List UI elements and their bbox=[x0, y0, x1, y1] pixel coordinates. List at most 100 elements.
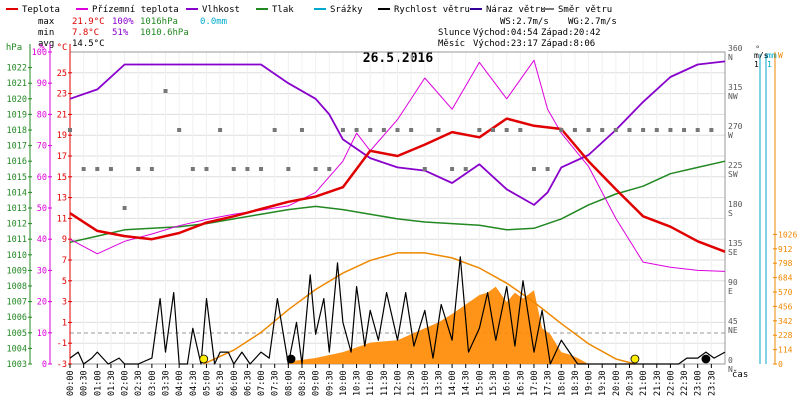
wind-direction-point bbox=[313, 167, 318, 171]
x-tick-label: 20:00 bbox=[612, 370, 622, 396]
pressure-line bbox=[69, 160, 726, 244]
wind-direction-point bbox=[108, 167, 113, 171]
x-tick-label: 13:30 bbox=[434, 370, 444, 396]
stats-avg-temp: 14.5°C bbox=[72, 39, 105, 49]
wind-direction-point bbox=[531, 167, 536, 171]
direction-tick-label: 135 bbox=[728, 239, 743, 248]
sun-moon-marker bbox=[199, 354, 209, 364]
celsius-axis-tick-label: -1 bbox=[57, 339, 67, 349]
wind-direction-point bbox=[463, 167, 468, 171]
hpa-axis-tick-label: 1005 bbox=[7, 329, 27, 339]
celsius-axis-tick-label: 19 bbox=[57, 131, 67, 141]
percent-axis-tick-label: 60 bbox=[37, 173, 47, 183]
percent-axis-tick-label: 30 bbox=[37, 266, 47, 276]
watt-axis-tick-label: 114 bbox=[778, 346, 793, 355]
wind-direction-point bbox=[436, 128, 441, 132]
stats-max-press: 1016hPa bbox=[140, 17, 178, 27]
x-tick-label: 06:30 bbox=[243, 370, 253, 396]
wind-direction-point bbox=[600, 128, 605, 132]
axes: hPa1003100410051006100710081009101010111… bbox=[6, 43, 798, 374]
direction-tick-label: 0 bbox=[728, 356, 733, 365]
wind-direction-point bbox=[613, 128, 618, 132]
wind-direction-point bbox=[491, 128, 496, 132]
x-tick-label: 01:30 bbox=[107, 370, 117, 396]
x-tick-label: 14:00 bbox=[448, 370, 458, 396]
watt-axis-tick-label: 798 bbox=[778, 259, 793, 268]
hpa-axis-tick-label: 1014 bbox=[7, 188, 27, 198]
ms-axis-label: m/s bbox=[754, 51, 769, 60]
hpa-axis-tick-label: 1011 bbox=[7, 235, 27, 245]
wind-direction-point bbox=[559, 128, 564, 132]
mm-axis-tick-label: 1 bbox=[767, 60, 772, 69]
plot-area bbox=[68, 59, 726, 365]
hpa-axis-tick-label: 1013 bbox=[7, 204, 27, 214]
direction-tick-label: S bbox=[728, 209, 733, 218]
x-tick-label: 09:00 bbox=[312, 370, 322, 396]
x-tick-label: 02:00 bbox=[121, 370, 131, 396]
percent-axis-tick-label: 70 bbox=[37, 142, 47, 152]
moon-set: Západ:8:06 bbox=[541, 39, 595, 49]
x-tick-label: 04:30 bbox=[189, 370, 199, 396]
wind-direction-point bbox=[68, 128, 72, 132]
x-tick-label: 13:00 bbox=[421, 370, 431, 396]
x-tick-label: 22:00 bbox=[666, 370, 676, 396]
x-tick-label: 17:30 bbox=[544, 370, 554, 396]
stats-max-label: max bbox=[38, 17, 55, 27]
hpa-axis-tick-label: 1015 bbox=[7, 173, 27, 183]
sun-moon-marker bbox=[701, 354, 711, 364]
wind-direction-point bbox=[286, 167, 291, 171]
direction-tick-label: N bbox=[728, 365, 733, 374]
celsius-axis-tick-label: 7 bbox=[62, 256, 67, 266]
wind-direction-point bbox=[518, 128, 523, 132]
x-axis-unit: čas bbox=[732, 369, 748, 380]
watt-axis-tick-label: 684 bbox=[778, 274, 793, 283]
ms-axis-tick-label: 1 bbox=[754, 60, 759, 69]
wind-direction-point bbox=[668, 128, 673, 132]
percent-axis-tick-label: 50 bbox=[37, 204, 47, 214]
wind-direction-point bbox=[586, 128, 591, 132]
watt-axis-tick-label: 570 bbox=[778, 288, 793, 297]
wind-direction-point bbox=[190, 167, 195, 171]
wind-direction-point bbox=[81, 167, 86, 171]
x-tick-label: 23:00 bbox=[694, 370, 704, 396]
x-tick-label: 03:00 bbox=[148, 370, 158, 396]
direction-tick-label: 90 bbox=[728, 278, 738, 287]
percent-axis-tick-label: 20 bbox=[37, 298, 47, 308]
x-tick-label: 16:30 bbox=[516, 370, 526, 396]
wind-direction-point bbox=[95, 167, 100, 171]
wind-direction-point bbox=[627, 128, 632, 132]
hpa-axis-tick-label: 1022 bbox=[7, 64, 27, 74]
x-tick-label: 15:00 bbox=[475, 370, 485, 396]
wind-speed-info: WS:2.7m/s bbox=[500, 17, 549, 27]
wind-direction-point bbox=[218, 128, 223, 132]
percent-axis-tick-label: 90 bbox=[37, 79, 47, 89]
info-block: WS:2.7m/s WG:2.7m/s Slunce Východ:04:54 … bbox=[438, 17, 617, 49]
mm-axis-label: mm bbox=[767, 51, 777, 60]
wind-direction-point bbox=[177, 128, 182, 132]
direction-tick-label: W bbox=[728, 131, 733, 140]
stats-max-rain: 0.0mm bbox=[200, 17, 227, 27]
temperature-line bbox=[69, 117, 726, 253]
wind-direction-point bbox=[204, 167, 209, 171]
solar-radiation-line bbox=[203, 252, 636, 365]
wind-gust-info: WG:2.7m/s bbox=[568, 17, 617, 27]
wind-direction-point bbox=[572, 128, 577, 132]
wind-direction-point bbox=[122, 206, 127, 210]
moon-label: Měsíc bbox=[438, 39, 465, 49]
celsius-axis-tick-label: 25 bbox=[57, 69, 67, 79]
x-tick-label: 14:30 bbox=[462, 370, 472, 396]
x-tick-label: 21:30 bbox=[653, 370, 663, 396]
hpa-axis-tick-label: 1003 bbox=[7, 360, 27, 370]
wind-direction-point bbox=[682, 128, 687, 132]
wind-direction-point bbox=[136, 167, 141, 171]
wind-direction-point bbox=[545, 167, 550, 171]
x-tick-label: 08:00 bbox=[284, 370, 294, 396]
x-tick-label: 07:30 bbox=[271, 370, 281, 396]
x-tick-label: 00:00 bbox=[66, 370, 76, 396]
x-tick-label: 21:00 bbox=[639, 370, 649, 396]
x-tick-label: 06:00 bbox=[230, 370, 240, 396]
direction-tick-label: 270 bbox=[728, 122, 743, 131]
direction-tick-label: NW bbox=[728, 92, 738, 101]
